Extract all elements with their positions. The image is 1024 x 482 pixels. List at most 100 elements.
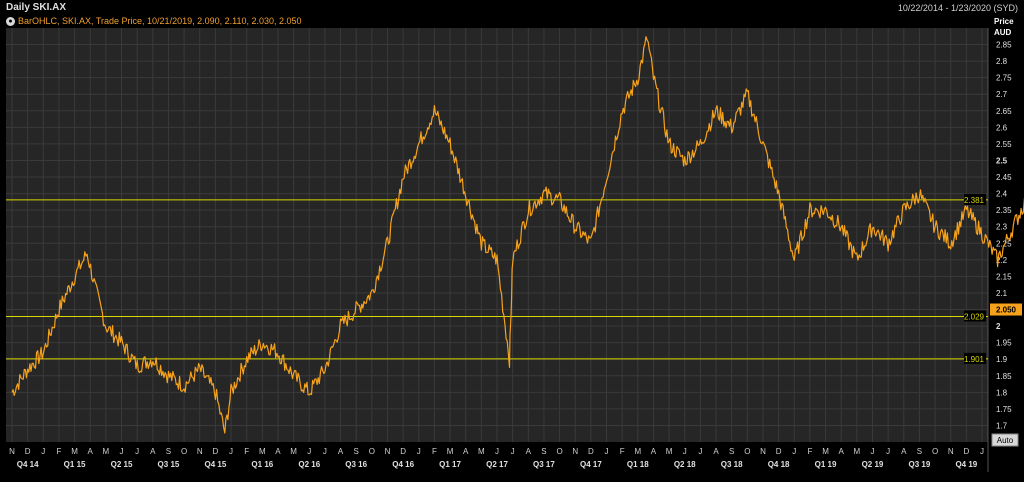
legend-text: BarOHLC, SKI.AX, Trade Price, 10/21/2019… (18, 16, 302, 26)
month-label: M (634, 447, 641, 456)
month-label: A (463, 447, 469, 456)
month-label: J (870, 447, 874, 456)
last-price-tag (990, 303, 1022, 316)
month-label: A (901, 447, 907, 456)
month-label: A (651, 447, 657, 456)
auto-button-label[interactable]: Auto (997, 436, 1014, 445)
quarter-label: Q3 19 (909, 460, 931, 469)
quarter-label: Q1 15 (64, 460, 86, 469)
y-tick-label: 2.85 (996, 41, 1012, 50)
quarter-label: Q4 15 (204, 460, 226, 469)
month-label: N (760, 447, 766, 456)
month-label: J (41, 447, 45, 456)
price-series-line (11, 36, 1024, 434)
month-label: J (307, 447, 311, 456)
quarter-label: Q4 18 (768, 460, 790, 469)
y-tick-label: 2.35 (996, 206, 1012, 215)
month-label: S (541, 447, 546, 456)
level-label: 2.381 (964, 196, 985, 205)
month-label: M (71, 447, 78, 456)
month-label: S (166, 447, 171, 456)
y-tick-label: 2.8 (996, 57, 1008, 66)
month-label: J (886, 447, 890, 456)
month-label: N (948, 447, 954, 456)
month-label: O (556, 447, 562, 456)
y-tick-label: 2 (996, 322, 1001, 331)
month-label: A (275, 447, 281, 456)
month-label: S (729, 447, 734, 456)
month-label: M (478, 447, 485, 456)
month-label: N (572, 447, 578, 456)
quarter-label: Q3 18 (721, 460, 743, 469)
month-label: D (776, 447, 782, 456)
y-tick-label: 2.6 (996, 123, 1008, 132)
level-label-bg (964, 193, 986, 205)
quarter-label: Q4 14 (17, 460, 39, 469)
quarter-label: Q2 18 (674, 460, 696, 469)
month-label: M (103, 447, 110, 456)
y-tick-label: 1.8 (996, 388, 1008, 397)
settings-icon[interactable]: ● (6, 16, 15, 26)
month-label: D (400, 447, 406, 456)
month-label: F (56, 447, 61, 456)
month-label: J (605, 447, 609, 456)
y-tick-label: 2.1 (996, 289, 1008, 298)
y-tick-label: 2.3 (996, 223, 1008, 232)
month-label: M (666, 447, 673, 456)
y-tick-label: 2.15 (996, 272, 1012, 281)
month-label: S (917, 447, 922, 456)
month-label: J (683, 447, 687, 456)
month-label: J (135, 447, 139, 456)
quarter-label: Q2 15 (111, 460, 133, 469)
quarter-label: Q3 17 (533, 460, 555, 469)
series-legend[interactable]: ● BarOHLC, SKI.AX, Trade Price, 10/21/20… (6, 16, 302, 26)
month-label: A (839, 447, 845, 456)
month-label: M (290, 447, 297, 456)
quarter-label: Q1 19 (815, 460, 837, 469)
y-tick-label: 1.75 (996, 405, 1012, 414)
month-label: M (447, 447, 454, 456)
y-tick-label: 1.85 (996, 372, 1012, 381)
month-label: J (511, 447, 515, 456)
month-label: J (792, 447, 796, 456)
month-label: A (713, 447, 719, 456)
quarter-label: Q2 19 (862, 460, 884, 469)
month-label: N (385, 447, 391, 456)
y-tick-label: 1.7 (996, 421, 1008, 430)
month-label: A (526, 447, 532, 456)
month-label: O (181, 447, 187, 456)
level-label: 2.029 (964, 312, 985, 321)
quarter-label: Q2 17 (486, 460, 508, 469)
last-price-label: 2.050 (996, 306, 1017, 315)
month-label: M (854, 447, 861, 456)
month-label: N (9, 447, 15, 456)
chart-title: Daily SKI.AX (6, 2, 67, 13)
month-label: F (244, 447, 249, 456)
level-label-bg (964, 352, 986, 364)
y-tick-label: 1.9 (996, 355, 1008, 364)
quarter-label: Q4 17 (580, 460, 602, 469)
month-label: A (150, 447, 156, 456)
month-label: M (259, 447, 266, 456)
quarter-label: Q3 16 (345, 460, 367, 469)
month-label: O (369, 447, 375, 456)
month-label: A (88, 447, 94, 456)
month-label: J (323, 447, 327, 456)
quarter-label: Q4 16 (392, 460, 414, 469)
level-label: 1.901 (964, 355, 985, 364)
month-label: F (807, 447, 812, 456)
month-label: O (744, 447, 750, 456)
month-label: F (432, 447, 437, 456)
month-label: A (338, 447, 344, 456)
month-label: J (698, 447, 702, 456)
y-tick-label: 2.55 (996, 140, 1012, 149)
month-label: N (197, 447, 203, 456)
axis-currency-label: AUD (994, 28, 1012, 37)
auto-button[interactable] (991, 433, 1019, 447)
quarter-label: Q1 17 (439, 460, 461, 469)
month-label: S (354, 447, 359, 456)
y-tick-label: 2.4 (996, 190, 1008, 199)
y-tick-label: 2.7 (996, 90, 1008, 99)
month-label: D (212, 447, 218, 456)
